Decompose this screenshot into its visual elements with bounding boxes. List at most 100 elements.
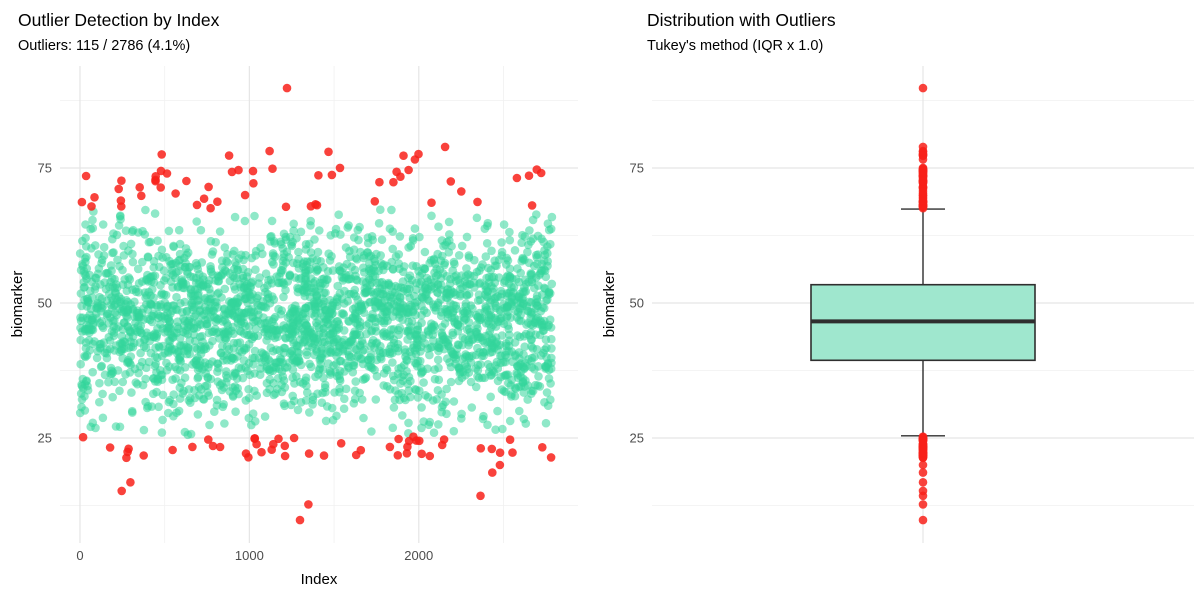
normal-point xyxy=(513,292,523,301)
normal-point xyxy=(442,271,452,281)
normal-point xyxy=(382,329,392,338)
normal-point xyxy=(478,414,488,424)
normal-point xyxy=(81,271,91,281)
normal-point xyxy=(285,270,295,280)
normal-point xyxy=(331,347,340,357)
normal-point xyxy=(406,392,415,402)
normal-point xyxy=(270,333,280,343)
normal-point xyxy=(233,265,243,275)
normal-point xyxy=(97,317,107,326)
normal-point xyxy=(394,330,404,340)
normal-point xyxy=(397,363,406,372)
normal-point xyxy=(302,282,312,292)
normal-point xyxy=(402,356,412,365)
normal-point xyxy=(271,312,280,322)
normal-point xyxy=(497,331,507,340)
normal-point xyxy=(289,226,298,235)
normal-point xyxy=(517,256,526,266)
normal-point xyxy=(285,325,295,334)
normal-point xyxy=(404,372,414,382)
normal-point xyxy=(518,230,527,240)
outlier-point xyxy=(116,196,126,205)
outlier-point xyxy=(156,183,165,192)
outlier-point xyxy=(269,439,278,449)
normal-point xyxy=(464,289,474,299)
normal-point xyxy=(376,259,386,268)
normal-point xyxy=(522,320,531,329)
normal-point xyxy=(248,277,257,287)
normal-point xyxy=(340,367,349,376)
normal-point xyxy=(499,220,509,229)
normal-point xyxy=(541,418,551,428)
normal-point xyxy=(228,383,237,392)
normal-point xyxy=(205,341,214,350)
outlier-point xyxy=(335,163,345,173)
normal-point xyxy=(99,242,109,252)
normal-point xyxy=(449,397,459,406)
normal-point xyxy=(228,391,238,400)
normal-point xyxy=(472,320,482,330)
normal-point xyxy=(512,275,521,284)
boxplot-outlier-point xyxy=(918,196,928,205)
normal-point xyxy=(496,372,506,382)
outlier-point xyxy=(117,176,126,185)
normal-point xyxy=(288,391,298,401)
normal-point xyxy=(445,230,454,239)
normal-point xyxy=(370,266,379,276)
normal-point xyxy=(195,357,205,366)
normal-point xyxy=(265,375,275,384)
normal-point xyxy=(150,377,160,386)
normal-point xyxy=(179,340,189,350)
normal-point xyxy=(306,216,316,226)
normal-point xyxy=(483,316,493,326)
normal-point xyxy=(351,291,361,301)
normal-point xyxy=(296,398,306,407)
normal-point xyxy=(467,403,477,412)
normal-point xyxy=(419,378,428,387)
outlier-point xyxy=(77,197,87,207)
normal-point xyxy=(352,254,362,264)
normal-point xyxy=(495,306,505,315)
boxplot-outlier-point xyxy=(918,155,928,164)
outlier-point xyxy=(234,165,243,175)
normal-point xyxy=(497,385,507,394)
boxplot-outlier-point xyxy=(918,166,928,176)
normal-point xyxy=(417,318,426,328)
normal-point xyxy=(220,243,230,252)
normal-point xyxy=(203,297,213,306)
normal-point xyxy=(466,377,476,387)
normal-point xyxy=(306,362,316,372)
normal-point xyxy=(417,301,426,311)
normal-point xyxy=(546,379,555,388)
outlier-point xyxy=(208,441,218,451)
normal-point xyxy=(85,310,94,320)
normal-point xyxy=(433,355,443,365)
normal-point xyxy=(174,225,184,235)
normal-point xyxy=(313,247,323,257)
normal-point xyxy=(289,219,299,229)
normal-point xyxy=(280,401,289,411)
normal-point xyxy=(276,353,285,363)
normal-point xyxy=(130,297,139,307)
normal-point xyxy=(143,252,153,261)
boxplot-outlier-point xyxy=(918,500,928,509)
y-tick-label: 75 xyxy=(38,161,52,176)
outlier-point xyxy=(402,449,412,458)
outlier-point xyxy=(527,201,537,210)
normal-point xyxy=(543,401,553,411)
normal-point xyxy=(465,271,475,281)
normal-point xyxy=(250,369,259,378)
normal-point xyxy=(131,378,141,387)
normal-point xyxy=(466,280,475,289)
normal-point xyxy=(538,303,547,312)
x-tick-label: 1000 xyxy=(235,548,264,563)
normal-point xyxy=(505,416,515,426)
normal-point xyxy=(128,257,138,267)
normal-point xyxy=(115,297,125,306)
normal-point xyxy=(268,346,278,356)
normal-point xyxy=(388,265,398,274)
normal-point xyxy=(388,227,398,236)
normal-point xyxy=(448,308,458,318)
normal-point xyxy=(238,271,248,281)
normal-point xyxy=(442,337,451,347)
